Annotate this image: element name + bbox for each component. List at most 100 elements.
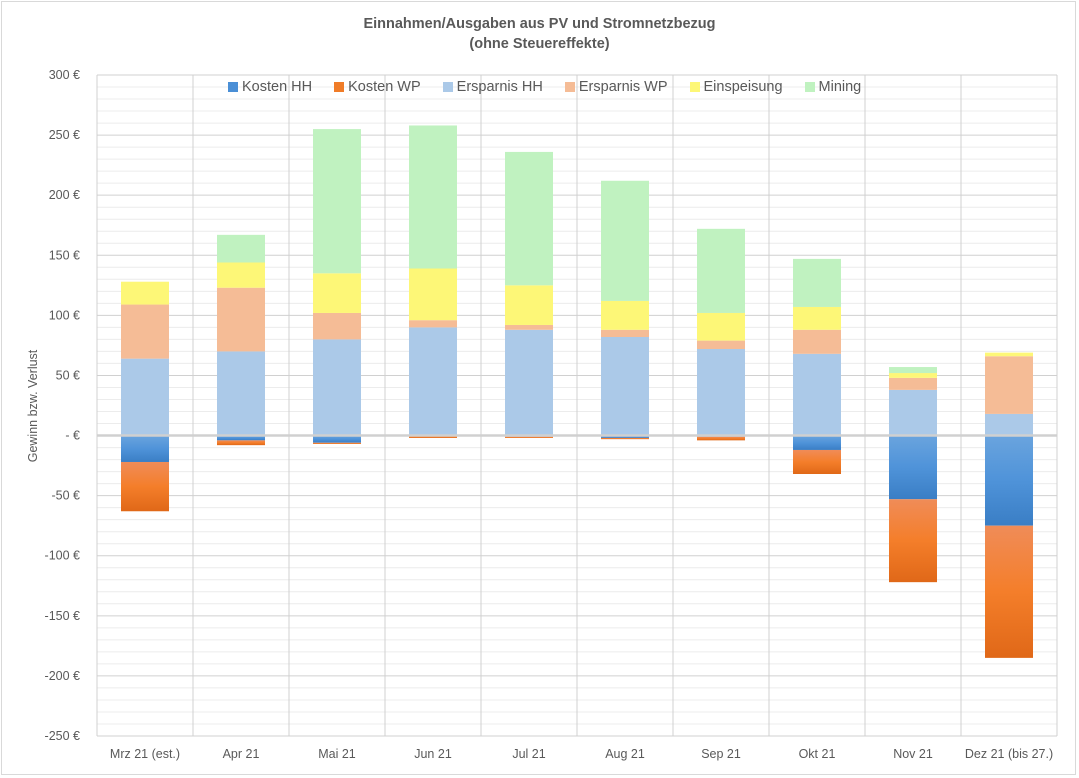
legend: Kosten HH Kosten WP Ersparnis HH Ersparnis …	[228, 79, 861, 95]
legend-label: Kosten WP	[348, 79, 421, 95]
legend-label: Mining	[818, 79, 862, 95]
bar-einspeisung	[313, 273, 361, 313]
bar-ersparnis-hh	[409, 327, 457, 436]
chart-subtitle: (ohne Steuereffekte)	[469, 36, 610, 52]
bar-kosten-wp	[697, 436, 745, 441]
bar-kosten-hh	[121, 435, 169, 462]
y-tick-label: -250 €	[45, 729, 80, 743]
bar-mining	[217, 234, 265, 263]
y-tick-label: -200 €	[45, 669, 80, 683]
bar-kosten-wp	[217, 440, 265, 446]
bar-kosten-wp	[601, 437, 649, 440]
bar-kosten-hh	[889, 435, 937, 500]
bar-einspeisung	[121, 281, 169, 305]
bar-mining	[313, 129, 361, 274]
bar-ersparnis-hh	[697, 349, 745, 436]
y-tick-label: 100 €	[49, 308, 80, 322]
bar-kosten-hh	[313, 435, 361, 443]
bar-einspeisung	[697, 312, 745, 341]
x-tick-label: Okt 21	[799, 747, 836, 761]
legend-label: Ersparnis HH	[456, 79, 543, 95]
legend-item: Ersparnis WP	[564, 79, 668, 95]
legend-swatch	[334, 82, 345, 92]
bar-ersparnis-hh	[505, 329, 553, 436]
x-tick-label: Nov 21	[893, 747, 933, 761]
y-tick-label: 150 €	[49, 248, 80, 262]
bar-ersparnis-wp	[793, 329, 841, 354]
bar-kosten-wp	[889, 499, 937, 583]
legend-swatch	[442, 82, 453, 92]
y-tick-label: -150 €	[45, 609, 80, 623]
legend-swatch	[228, 82, 238, 92]
bar-ersparnis-wp	[601, 329, 649, 337]
bar-mining	[697, 228, 745, 313]
legend-label: Ersparnis WP	[578, 79, 668, 95]
bar-einspeisung	[217, 262, 265, 288]
x-tick-label: Apr 21	[223, 747, 260, 761]
chart-title-main: Einnahmen/Ausgaben aus PV und Stromnetzb…	[363, 16, 716, 32]
bar-ersparnis-hh	[889, 389, 937, 436]
bar-ersparnis-wp	[889, 377, 937, 390]
legend-swatch	[689, 82, 700, 92]
y-tick-label: - €	[65, 429, 80, 443]
bar-kosten-hh	[217, 435, 265, 441]
bar-ersparnis-hh	[217, 351, 265, 436]
bar-mining	[793, 258, 841, 307]
bar-einspeisung	[985, 352, 1033, 357]
bar-ersparnis-wp	[217, 287, 265, 352]
legend-item: Ersparnis HH	[442, 79, 543, 95]
legend-item: Kosten WP	[334, 79, 421, 95]
bar-mining	[601, 180, 649, 301]
bar-kosten-wp	[121, 461, 169, 512]
bar-mining	[889, 367, 937, 374]
bar-einspeisung	[601, 300, 649, 330]
y-tick-label: 250 €	[49, 128, 80, 142]
y-tick-label: -100 €	[45, 549, 80, 563]
y-tick-label: 200 €	[49, 188, 80, 202]
bar-ersparnis-wp	[985, 356, 1033, 414]
bar-einspeisung	[409, 268, 457, 321]
x-tick-label: Sep 21	[701, 747, 741, 761]
bar-ersparnis-hh	[601, 336, 649, 436]
bar-ersparnis-wp	[313, 312, 361, 340]
bar-einspeisung	[889, 373, 937, 378]
bar-ersparnis-wp	[697, 340, 745, 350]
bar-kosten-wp	[313, 442, 361, 444]
bar-ersparnis-hh	[313, 339, 361, 436]
bar-mining	[409, 125, 457, 269]
bar-kosten-wp	[793, 449, 841, 475]
x-tick-label: Mai 21	[318, 747, 356, 761]
legend-item: Kosten HH	[228, 79, 312, 95]
y-tick-label: 300 €	[49, 68, 80, 82]
y-tick-label: -50 €	[52, 489, 81, 503]
legend-swatch	[804, 82, 815, 92]
x-tick-label: Dez 21 (bis 27.)	[965, 747, 1053, 761]
bar-ersparnis-wp	[121, 304, 169, 359]
legend-label: Kosten HH	[242, 79, 313, 95]
bar-mining	[505, 151, 553, 286]
legend-item: Mining	[804, 79, 862, 95]
x-tick-label: Mrz 21 (est.)	[110, 747, 180, 761]
bar-einspeisung	[505, 285, 553, 325]
y-axis-label: Gewinn bzw. Verlust	[26, 349, 40, 462]
legend-label: Einspeisung	[703, 79, 783, 95]
x-tick-label: Jul 21	[512, 747, 545, 761]
legend-swatch	[564, 82, 575, 92]
bar-kosten-hh	[793, 435, 841, 450]
chart-title: Einnahmen/Ausgaben aus PV und Stromnetzb…	[0, 14, 1079, 54]
bar-einspeisung	[793, 306, 841, 330]
bar-ersparnis-hh	[793, 353, 841, 436]
bar-ersparnis-wp	[409, 320, 457, 328]
legend-item: Einspeisung	[689, 79, 783, 95]
bar-kosten-hh	[985, 435, 1033, 526]
bar-ersparnis-hh	[121, 358, 169, 436]
bar-kosten-wp	[985, 525, 1033, 658]
bar-ersparnis-wp	[505, 324, 553, 330]
x-tick-label: Aug 21	[605, 747, 645, 761]
bar-kosten-wp	[505, 436, 553, 438]
x-tick-label: Jun 21	[414, 747, 452, 761]
bar-ersparnis-hh	[985, 413, 1033, 436]
y-tick-label: 50 €	[56, 368, 80, 382]
